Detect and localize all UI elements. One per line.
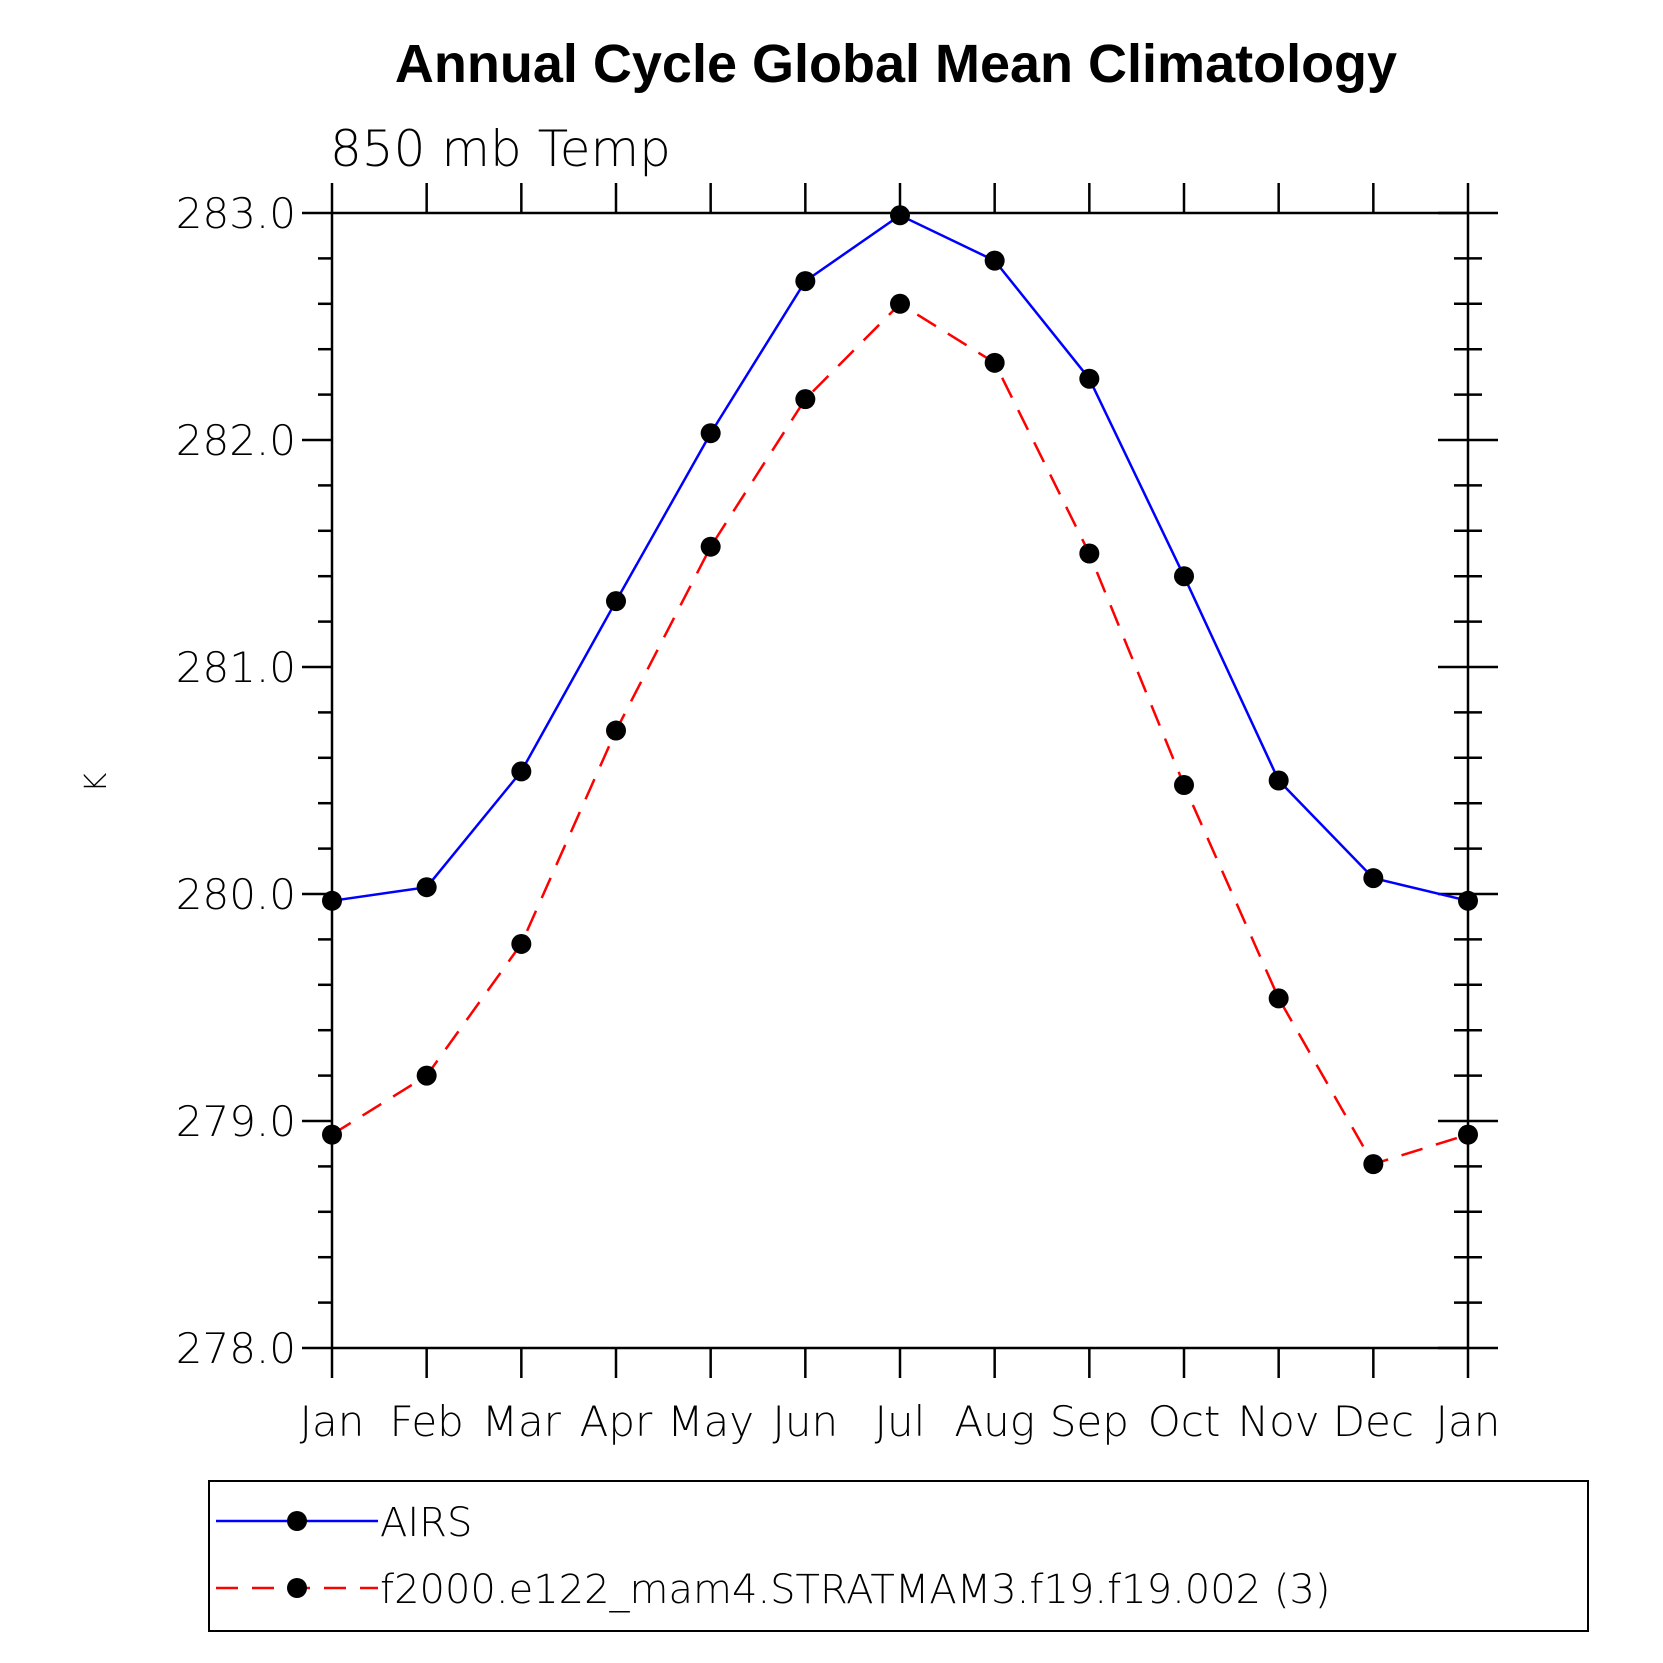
series-line-0 (331, 213, 1469, 903)
y-tick-label: 280.0 (176, 870, 296, 919)
data-point-series-1 (700, 536, 721, 557)
data-point-series-0 (700, 423, 721, 444)
x-tick-label: Mar (482, 1397, 562, 1446)
y-axis-label: K (79, 772, 114, 792)
x-tick-label: Nov (1238, 1397, 1320, 1446)
x-tick-label: Jan (300, 1397, 365, 1446)
data-point-series-0 (1174, 566, 1194, 587)
data-point-series-1 (322, 1124, 342, 1145)
x-tick-label: Apr (580, 1397, 653, 1446)
data-point-series-0 (322, 890, 342, 911)
x-tick-label: Jul (875, 1397, 926, 1446)
legend-box (208, 1480, 1589, 1632)
legend-marker-airs (287, 1511, 307, 1531)
chart-title: Annual Cycle Global Mean Climatology (395, 34, 1397, 94)
x-tick-label: Oct (1148, 1397, 1221, 1446)
plot-frame (330, 211, 1470, 1350)
y-tick-label: 282.0 (176, 416, 296, 465)
data-point-series-0 (795, 271, 816, 292)
y-tick-label: 281.0 (176, 643, 296, 692)
data-point-series-1 (511, 933, 532, 954)
data-point-series-0 (511, 761, 532, 782)
data-point-series-0 (1079, 368, 1100, 389)
legend-label-airs: AIRS (380, 1500, 472, 1546)
data-point-series-0 (984, 250, 1005, 271)
data-point-series-1 (1174, 775, 1194, 796)
x-tick-label: Jan (1436, 1397, 1501, 1446)
data-point-series-1 (606, 720, 626, 741)
x-tick-label: Feb (389, 1397, 463, 1446)
legend: AIRS f2000.e122_mam4.STRATMAM3.f19.f19.0… (208, 1480, 1589, 1632)
y-tick-labels: 278.0 279.0 280.0 281.0 282.0 283.0 (176, 189, 296, 1373)
data-point-series-1 (1268, 988, 1289, 1009)
data-point-series-0 (606, 591, 626, 612)
data-point-series-0 (890, 205, 910, 226)
x-tick-label: Dec (1333, 1397, 1414, 1446)
data-point-series-0 (1268, 770, 1289, 791)
legend-label-model: f2000.e122_mam4.STRATMAM3.f19.f19.002 (3… (380, 1567, 1331, 1613)
x-tick-label: Sep (1050, 1397, 1129, 1446)
x-tick-label: May (667, 1397, 754, 1446)
data-point-series-1 (416, 1065, 437, 1086)
series-line-1 (331, 302, 1469, 1166)
x-tick-label: Jun (773, 1397, 839, 1446)
data-point-series-0 (1458, 890, 1478, 911)
data-point-series-1 (1458, 1124, 1478, 1145)
legend-marker-model (287, 1578, 307, 1598)
data-point-series-0 (1363, 868, 1384, 889)
data-point-series-1 (984, 352, 1005, 373)
data-point-series-1 (1363, 1154, 1384, 1175)
series-layer (322, 205, 1478, 1175)
y-tick-label: 278.0 (176, 1324, 296, 1373)
data-point-series-1 (795, 389, 816, 410)
x-tick-label: Aug (954, 1397, 1035, 1446)
data-point-series-1 (890, 293, 910, 314)
x-tick-labels: Jan Feb Mar Apr May Jun Jul Aug Sep Oct Nov Dec Jan (300, 1397, 1501, 1446)
axis-ticks (302, 183, 1498, 1378)
chart-subtitle: 850 mb Temp (330, 120, 671, 178)
y-tick-label: 279.0 (176, 1097, 296, 1146)
y-tick-label: 283.0 (176, 189, 296, 238)
data-point-series-1 (1079, 543, 1100, 564)
data-point-series-0 (416, 877, 437, 898)
